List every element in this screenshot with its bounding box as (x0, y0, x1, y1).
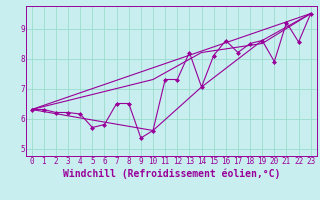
X-axis label: Windchill (Refroidissement éolien,°C): Windchill (Refroidissement éolien,°C) (62, 168, 280, 179)
